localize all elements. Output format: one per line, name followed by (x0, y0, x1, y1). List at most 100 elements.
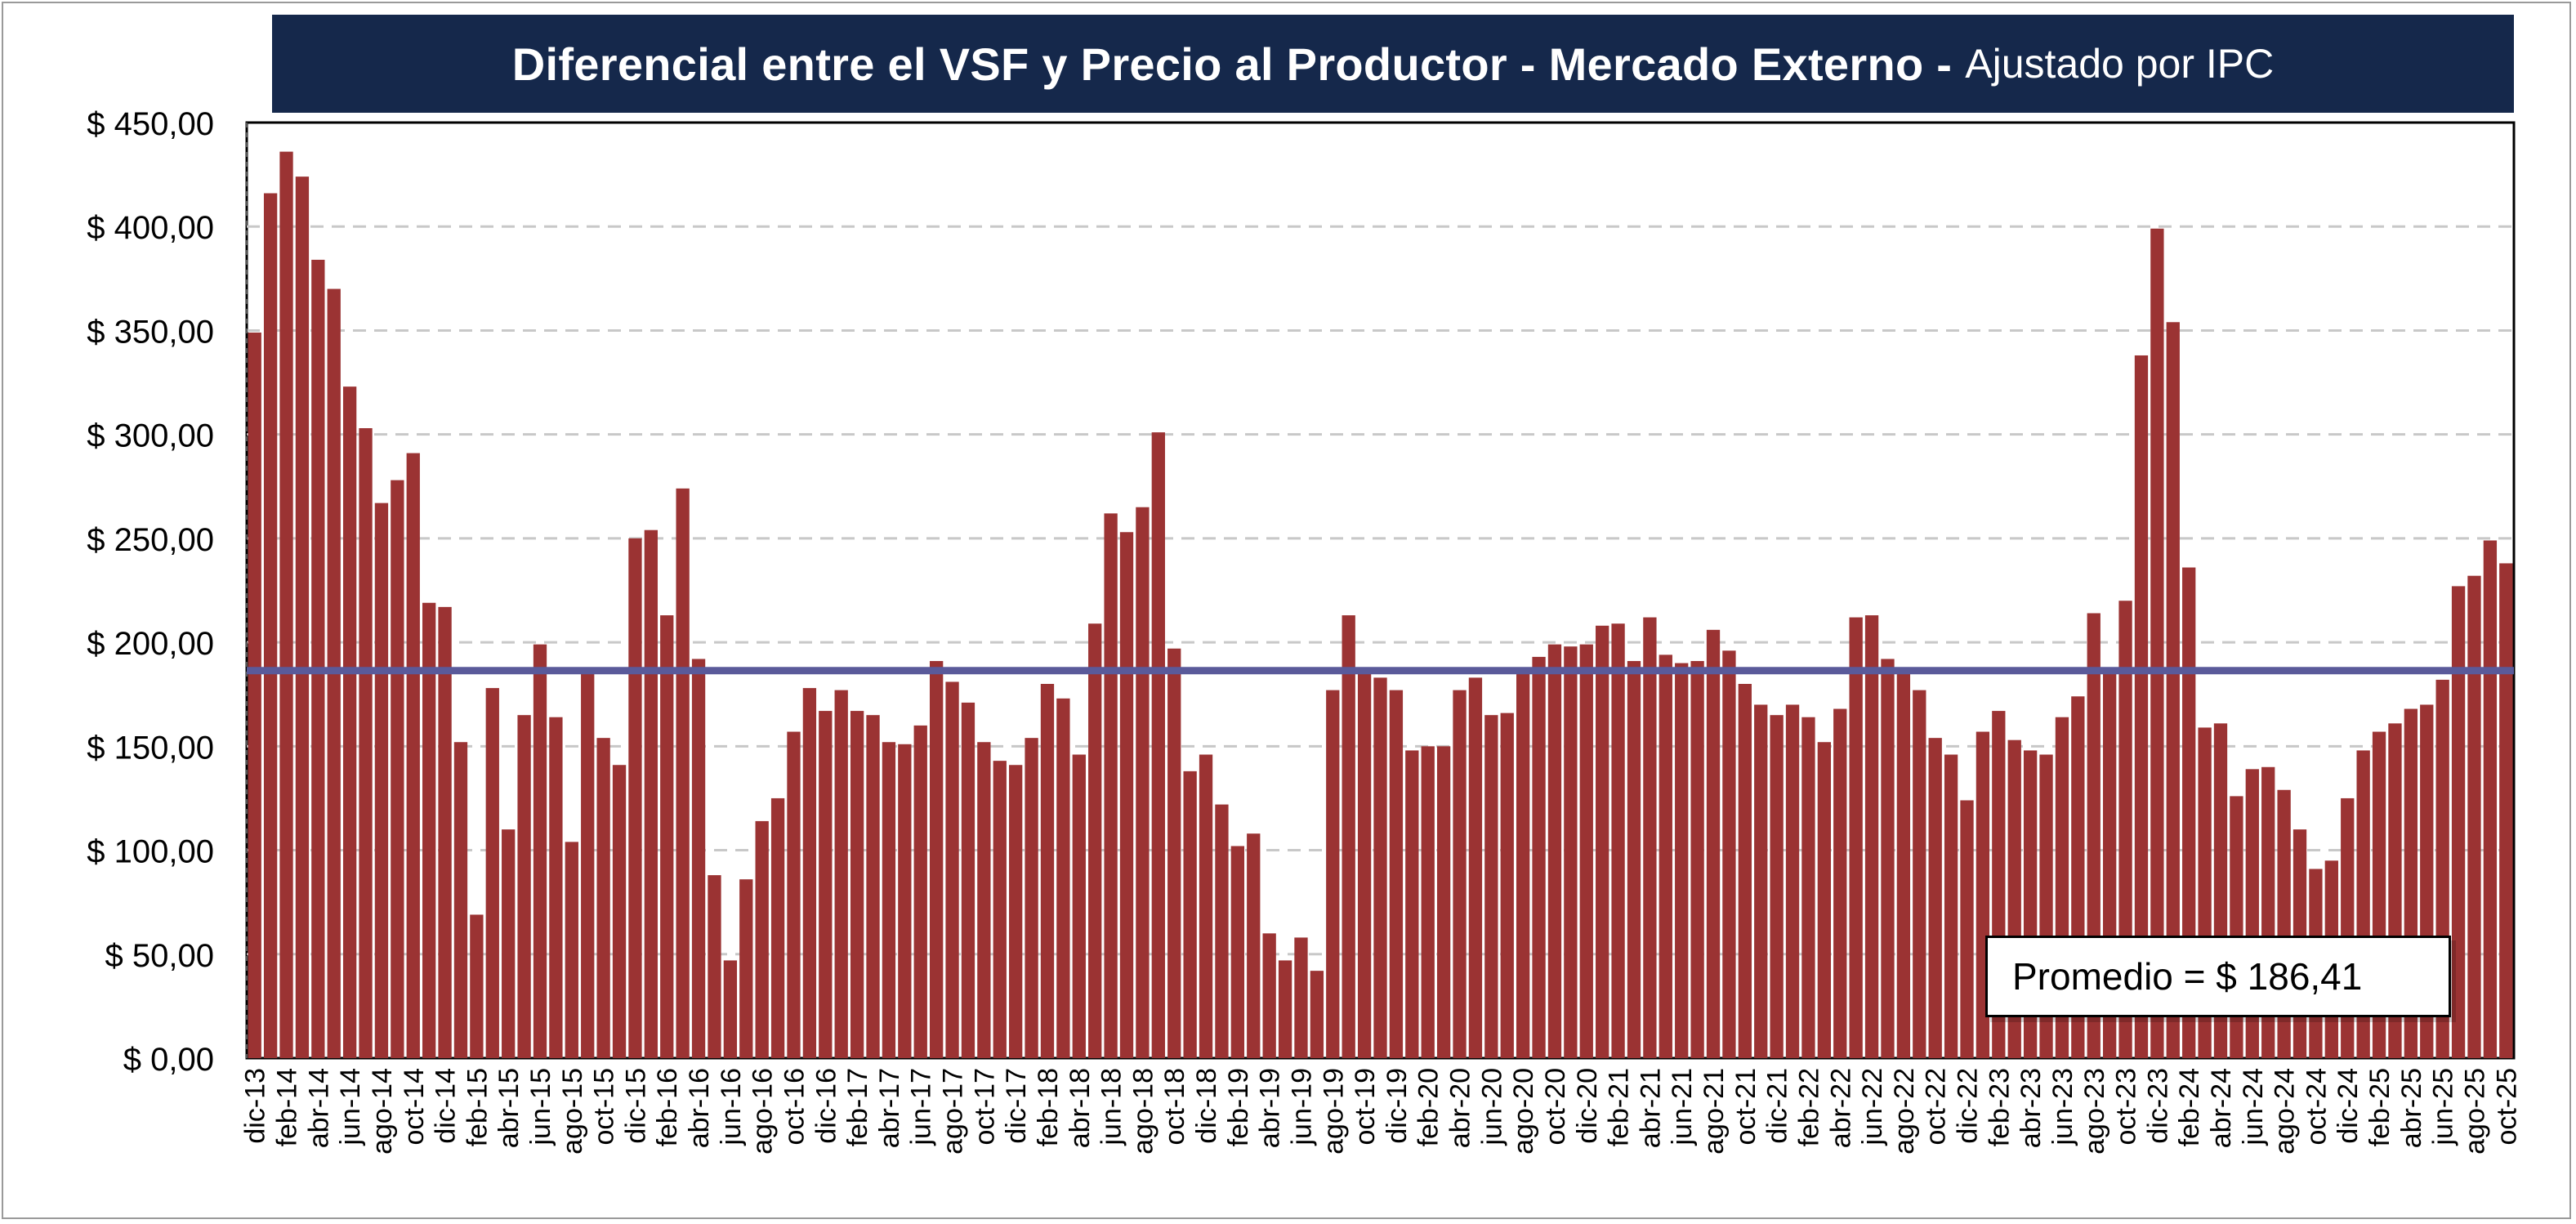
bar-dic-18 (1199, 754, 1213, 1058)
bar-ago-19 (1326, 690, 1340, 1058)
bar-ene-19 (1215, 804, 1229, 1058)
x-tick-label: dic-19 (1382, 1068, 1413, 1144)
bar-mar-15 (485, 688, 499, 1058)
bar-feb-22 (1801, 717, 1815, 1058)
bar-feb-24 (2182, 567, 2196, 1058)
x-tick-label: dic-23 (2142, 1068, 2173, 1144)
bar-dic-17 (1009, 765, 1023, 1058)
bar-feb-19 (1230, 846, 1244, 1058)
bar-abr-21 (1643, 617, 1657, 1058)
bar-abr-19 (1262, 933, 1276, 1058)
bar-oct-16 (787, 731, 801, 1058)
y-tick-label: $ 350,00 (87, 314, 214, 350)
bar-dic-20 (1579, 644, 1593, 1058)
x-tick-label: ago-21 (1699, 1068, 1730, 1155)
bar-oct-19 (1357, 671, 1372, 1058)
bar-ago-18 (1136, 507, 1150, 1058)
bar-may-18 (1088, 623, 1102, 1058)
x-tick-label: dic-24 (2333, 1068, 2364, 1144)
bar-sep-20 (1532, 656, 1546, 1058)
bar-may-24 (2230, 796, 2243, 1058)
x-tick-label: oct-22 (1921, 1068, 1952, 1146)
y-tick-label: $ 250,00 (87, 522, 214, 558)
bar-mar-16 (676, 488, 690, 1058)
y-tick-label: $ 300,00 (87, 418, 214, 454)
bar-may-21 (1659, 654, 1672, 1058)
x-tick-label: abr-18 (1065, 1068, 1096, 1148)
x-tick-label: feb-19 (1223, 1068, 1254, 1146)
x-tick-label: jun-21 (1667, 1068, 1698, 1146)
y-tick-label: $ 50,00 (105, 938, 214, 974)
x-tick-label: jun-25 (2428, 1068, 2459, 1146)
bar-jul-16 (739, 879, 753, 1058)
x-tick-label: feb-23 (1984, 1068, 2015, 1146)
bar-ene-15 (453, 742, 468, 1058)
bar-oct-17 (977, 742, 991, 1058)
bar-oct-21 (1738, 684, 1752, 1058)
bar-may-20 (1468, 677, 1483, 1058)
x-tick-label: jun-16 (716, 1068, 747, 1146)
x-tick-label: feb-15 (462, 1068, 493, 1146)
x-tick-label: dic-14 (431, 1068, 462, 1144)
x-tick-label: oct-24 (2301, 1068, 2332, 1146)
bar-may-19 (1278, 960, 1292, 1058)
bar-abr-20 (1453, 690, 1467, 1058)
bar-jul-19 (1310, 971, 1324, 1058)
bar-oct-25 (2499, 563, 2513, 1058)
bar-ago-20 (1516, 669, 1530, 1058)
bar-dic-13 (248, 332, 261, 1058)
bar-oct-15 (596, 738, 610, 1058)
x-tick-label: abr-21 (1635, 1068, 1666, 1148)
x-tick-label: abr-20 (1445, 1068, 1476, 1148)
x-tick-label: abr-22 (1825, 1068, 1856, 1148)
bar-may-17 (898, 744, 912, 1058)
bar-ene-21 (1596, 625, 1609, 1058)
y-tick-label: $ 0,00 (123, 1042, 214, 1078)
x-tick-label: feb-17 (842, 1068, 873, 1146)
bar-abr-15 (502, 829, 516, 1058)
bar-mar-19 (1247, 833, 1261, 1058)
bar-sep-16 (770, 797, 785, 1058)
bar-jun-22 (1864, 615, 1879, 1058)
bar-jun-19 (1294, 937, 1308, 1058)
bar-mar-20 (1436, 746, 1451, 1058)
x-tick-label: feb-18 (1033, 1068, 1064, 1146)
bar-dic-15 (628, 538, 642, 1058)
bar-dic-16 (819, 711, 833, 1058)
bar-feb-21 (1611, 623, 1625, 1058)
x-tick-label: ago-16 (748, 1068, 779, 1155)
bar-abr-14 (311, 259, 325, 1058)
y-axis-ticks: $ 0,00 $ 50,00 $ 100,00 $ 150,00 $ 200,00 $ 2… (87, 106, 214, 1078)
bar-jul-18 (1119, 532, 1134, 1058)
x-tick-label: dic-16 (810, 1068, 842, 1144)
bar-mar-14 (295, 176, 310, 1059)
bar-jul-14 (359, 428, 373, 1058)
x-tick-label: feb-25 (2364, 1068, 2395, 1146)
bar-jul-22 (1881, 659, 1895, 1058)
bar-sep-18 (1151, 432, 1165, 1058)
bar-oct-20 (1547, 644, 1562, 1058)
x-tick-label: dic-20 (1572, 1068, 1603, 1144)
bar-ene-17 (834, 690, 848, 1058)
bar-jul-15 (549, 717, 563, 1058)
chart-title-bar: Diferencial entre el VSF y Precio al Pro… (272, 15, 2514, 113)
x-tick-label: abr-16 (684, 1068, 715, 1148)
x-tick-label: oct-20 (1540, 1068, 1571, 1146)
x-tick-label: oct-23 (2111, 1068, 2142, 1146)
bar-dic-24 (2341, 797, 2355, 1058)
bar-ago-25 (2467, 575, 2481, 1058)
x-tick-label: dic-17 (1001, 1068, 1032, 1144)
x-tick-label: oct-17 (969, 1068, 1000, 1146)
bar-mar-22 (1817, 742, 1832, 1058)
bar-sep-22 (1913, 690, 1926, 1058)
x-tick-label: ago-20 (1508, 1068, 1539, 1155)
bars (248, 151, 2513, 1059)
bar-sep-14 (391, 480, 404, 1058)
x-tick-label: feb-14 (272, 1068, 303, 1146)
bar-oct-22 (1928, 738, 1942, 1058)
x-tick-label: feb-22 (1793, 1068, 1824, 1146)
bar-may-22 (1849, 617, 1863, 1058)
bar-dic-14 (438, 606, 452, 1058)
bar-ago-22 (1896, 669, 1911, 1058)
